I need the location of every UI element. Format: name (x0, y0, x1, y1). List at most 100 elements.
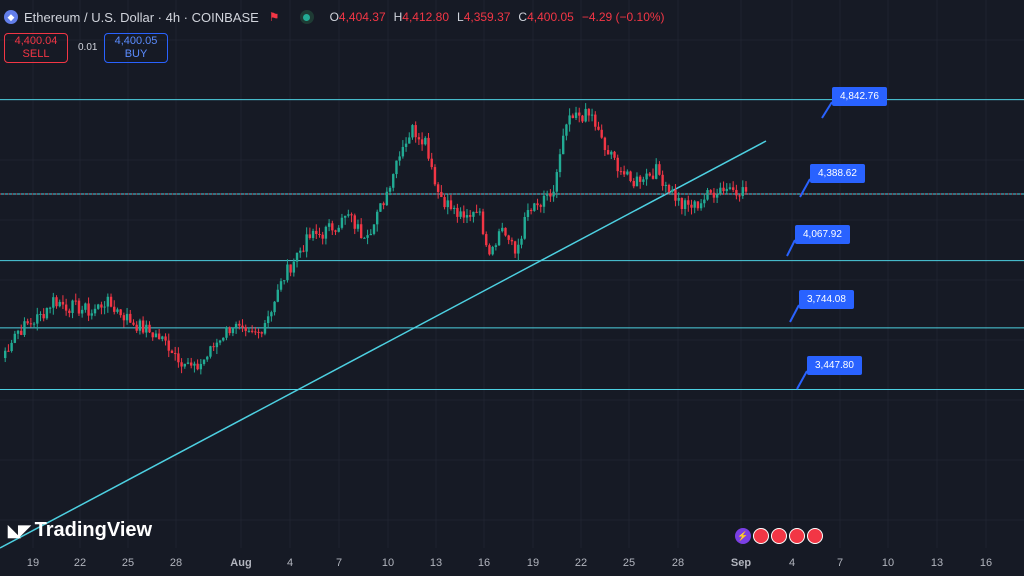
buy-button[interactable]: 4,400.05 BUY (104, 33, 168, 63)
candle-body (196, 363, 199, 370)
xaxis-tick-label: 13 (930, 557, 944, 569)
sell-button[interactable]: 4,400.04 SELL (4, 33, 68, 63)
candle-body (581, 115, 584, 122)
us-flag-event-icon[interactable] (771, 528, 787, 544)
candle-body (446, 200, 449, 208)
us-flag-event-icon[interactable] (807, 528, 823, 544)
candle-body (311, 230, 315, 238)
candle-body (225, 327, 228, 338)
candle-body (719, 187, 722, 195)
candle-body (392, 174, 395, 188)
level-label-4842[interactable]: 4,842.76 (832, 87, 887, 106)
candle-body (552, 191, 555, 197)
candle-body (129, 313, 132, 323)
xaxis-tick-label: 22 (574, 557, 588, 569)
candle-body (725, 188, 728, 192)
candle-body (71, 300, 74, 313)
candle-body (331, 223, 334, 231)
candle-body (32, 323, 36, 325)
xaxis-tick-label: 25 (622, 557, 636, 569)
candle-body (228, 327, 231, 334)
symbol-header: ◆ Ethereum / U.S. Dollar · 4h · COINBASE… (4, 6, 665, 28)
candle-body (443, 197, 446, 208)
candle-body (327, 223, 331, 227)
xaxis-tick-label: 4 (286, 557, 294, 569)
market-status-icon[interactable] (299, 10, 314, 24)
candle-body (151, 332, 154, 338)
candle-body (555, 172, 558, 192)
candle-body (263, 323, 267, 334)
candle-body (478, 211, 482, 213)
xaxis-tick-label: 28 (671, 557, 685, 569)
candle-body (677, 198, 680, 201)
candle-body (497, 231, 501, 246)
candle-body (283, 280, 286, 282)
candle-body (84, 303, 87, 310)
candle-body (674, 189, 677, 201)
candle-body (603, 137, 607, 151)
candle-body (709, 190, 712, 193)
candle-body (154, 333, 158, 338)
candle-body (289, 264, 292, 273)
candle-body (642, 179, 645, 182)
close-value: 4,400.05 (527, 10, 574, 24)
us-flag-event-icon[interactable] (753, 528, 769, 544)
tradingview-logo[interactable]: ◣◤ TradingView (8, 519, 152, 542)
trend-lines (0, 140, 767, 549)
candle-body (398, 156, 401, 161)
level-leader (821, 101, 833, 119)
candle-body (170, 350, 174, 354)
candle-body (183, 363, 186, 367)
bolt-event-icon[interactable]: ⚡ (735, 528, 751, 544)
candle-body (594, 114, 597, 127)
candle-body (687, 200, 690, 205)
level-label-4388[interactable]: 4,388.62 (810, 164, 865, 183)
symbol-title[interactable]: Ethereum / U.S. Dollar · 4h · COINBASE (24, 9, 259, 25)
ohlc-values: O4,404.37 H4,412.80 L4,359.37 C4,400.05 … (329, 10, 665, 24)
candle-body (510, 239, 514, 242)
xaxis-tick-label: Sep (730, 557, 752, 569)
xaxis-tick-label: 22 (73, 557, 87, 569)
candle-body (116, 309, 119, 312)
candle-body (324, 226, 328, 239)
candle-body (655, 164, 658, 179)
candle-body (177, 353, 180, 363)
candle-body (731, 187, 735, 190)
level-label-3447[interactable]: 3,447.80 (807, 356, 862, 375)
candle-body (562, 135, 565, 155)
candle-body (58, 301, 61, 307)
candle-body (359, 224, 363, 239)
us-flag-event-icon[interactable] (789, 528, 805, 544)
candle-body (292, 261, 296, 273)
candle-body (658, 164, 661, 175)
candle-body (145, 324, 148, 333)
candle-body (212, 346, 215, 348)
level-leader (799, 178, 811, 198)
candle-body (629, 171, 632, 182)
candle-body (363, 237, 366, 239)
candle-body (161, 336, 164, 340)
level-label-3744[interactable]: 3,744.08 (799, 290, 854, 309)
level-leader (789, 304, 800, 323)
candle-body (542, 195, 546, 207)
candle-body (302, 250, 305, 252)
flag-icon[interactable]: ⚑ (268, 10, 280, 24)
xaxis-tick-label: 19 (26, 557, 40, 569)
candle-body (401, 146, 405, 157)
candle-body (738, 195, 741, 197)
level-label-4067[interactable]: 4,067.92 (795, 225, 850, 244)
candle-body (465, 215, 469, 218)
candle-body (42, 314, 45, 319)
candle-body (606, 150, 610, 155)
candle-body (427, 137, 430, 159)
event-markers: ⚡ (735, 528, 823, 544)
candle-body (616, 157, 619, 172)
candle-body (651, 175, 655, 179)
candle-body (469, 215, 472, 217)
candle-body (744, 187, 748, 192)
candle-body (382, 203, 385, 206)
candle-body (626, 171, 629, 175)
candle-body (699, 203, 703, 209)
candle-body (558, 154, 562, 173)
